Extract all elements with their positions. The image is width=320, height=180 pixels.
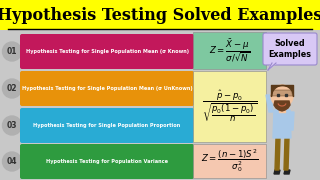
FancyBboxPatch shape (193, 144, 266, 178)
Text: Solved
Examples: Solved Examples (268, 39, 311, 59)
Polygon shape (284, 170, 290, 174)
Polygon shape (273, 110, 291, 138)
Text: Hypothesis Testing for Population Variance: Hypothesis Testing for Population Varian… (46, 159, 168, 164)
Circle shape (3, 116, 21, 135)
FancyBboxPatch shape (20, 108, 194, 143)
FancyBboxPatch shape (193, 71, 266, 142)
Polygon shape (285, 94, 287, 96)
Circle shape (3, 79, 21, 98)
FancyBboxPatch shape (20, 144, 194, 179)
Text: Hypothesis Testing for Single Population Proportion: Hypothesis Testing for Single Population… (33, 123, 180, 128)
Polygon shape (268, 63, 276, 70)
Text: 01: 01 (7, 47, 17, 56)
Text: Hypothesis Testing for Single Population Mean (σ Known): Hypothesis Testing for Single Population… (26, 49, 188, 54)
Polygon shape (266, 95, 273, 112)
Text: 04: 04 (7, 157, 17, 166)
Circle shape (3, 42, 21, 61)
Circle shape (271, 85, 293, 107)
Polygon shape (279, 106, 285, 112)
Polygon shape (275, 138, 280, 170)
Text: $Z = \dfrac{\bar{X} - \mu}{\sigma/\sqrt{N}}$: $Z = \dfrac{\bar{X} - \mu}{\sigma/\sqrt{… (209, 37, 250, 64)
FancyBboxPatch shape (20, 71, 194, 106)
FancyBboxPatch shape (193, 32, 266, 69)
Polygon shape (289, 112, 294, 130)
Polygon shape (277, 94, 279, 96)
Text: Hypothesis Testing for Single Population Mean (σ UnKnown): Hypothesis Testing for Single Population… (22, 86, 192, 91)
Text: 02: 02 (7, 84, 17, 93)
Polygon shape (284, 138, 289, 170)
Polygon shape (274, 101, 290, 111)
FancyBboxPatch shape (263, 33, 317, 65)
Text: Hypothesis Testing Solved Examples: Hypothesis Testing Solved Examples (0, 6, 320, 24)
Text: $\dfrac{\hat{p} - p_0}{\sqrt{\dfrac{p_0(1-p_0)}{n}}}$: $\dfrac{\hat{p} - p_0}{\sqrt{\dfrac{p_0(… (202, 89, 257, 124)
FancyBboxPatch shape (20, 34, 194, 69)
Circle shape (3, 152, 21, 171)
Polygon shape (274, 170, 280, 174)
Polygon shape (271, 90, 293, 96)
FancyBboxPatch shape (0, 0, 320, 30)
Text: $Z = \dfrac{(n-1)S^2}{\sigma_0^{2}}$: $Z = \dfrac{(n-1)S^2}{\sigma_0^{2}}$ (201, 147, 258, 174)
Text: 03: 03 (7, 121, 17, 130)
